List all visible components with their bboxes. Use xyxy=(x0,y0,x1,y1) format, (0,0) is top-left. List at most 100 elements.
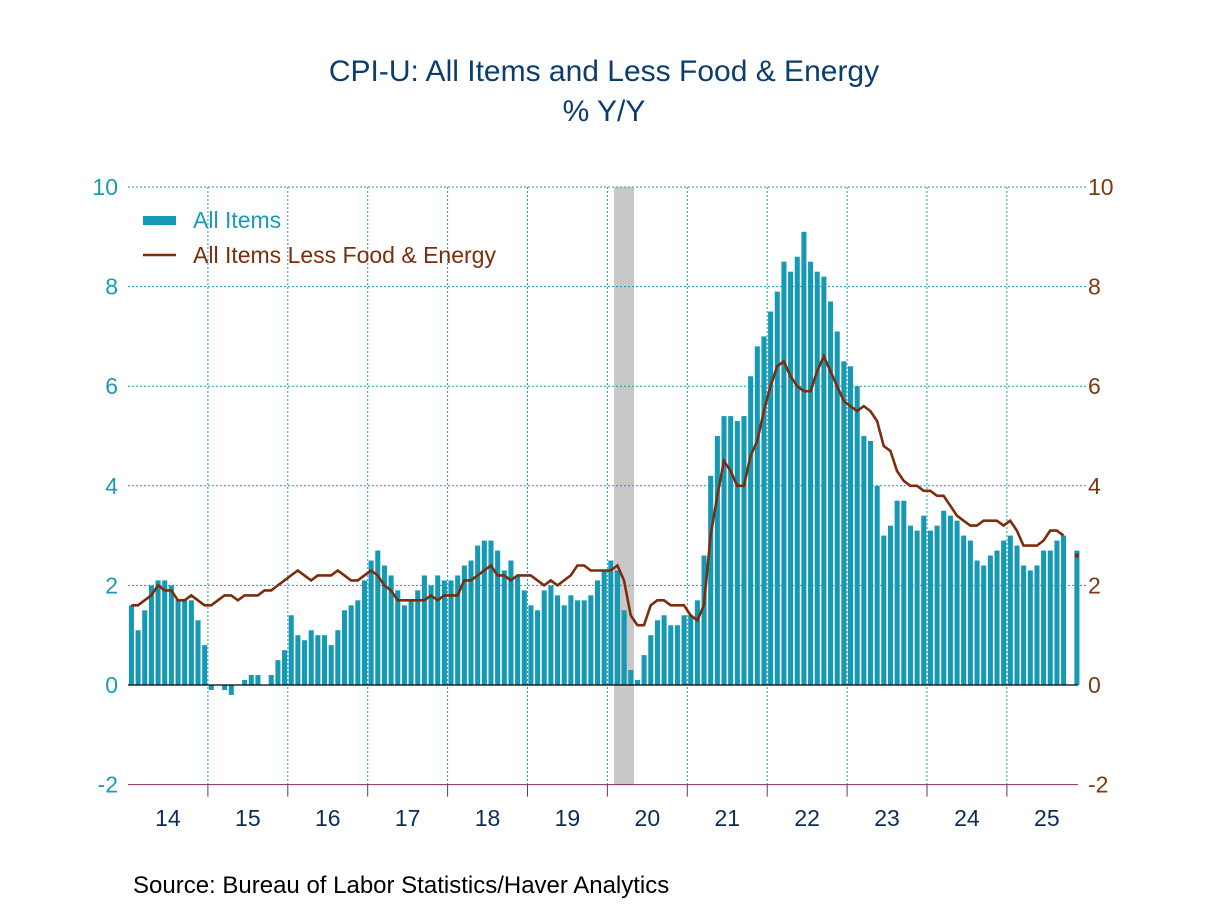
bar xyxy=(388,575,394,685)
bar xyxy=(788,271,794,685)
bar xyxy=(421,575,427,685)
right-tick-label: 8 xyxy=(1088,274,1101,300)
x-tick-label: 19 xyxy=(555,805,581,831)
line-point xyxy=(1074,553,1079,558)
left-tick-label: 6 xyxy=(105,373,118,399)
bar xyxy=(1014,545,1020,685)
bar xyxy=(601,570,607,685)
bar xyxy=(761,336,767,685)
bar xyxy=(741,416,747,685)
x-tick-label: 16 xyxy=(315,805,341,831)
bar xyxy=(182,600,188,685)
bar xyxy=(921,515,927,685)
right-tick-label: 0 xyxy=(1088,672,1101,698)
bar xyxy=(887,525,894,685)
bar xyxy=(348,605,354,685)
bar xyxy=(754,346,760,685)
bar xyxy=(927,530,933,685)
bar xyxy=(168,585,174,685)
bar xyxy=(401,605,407,685)
bar xyxy=(242,680,248,685)
bar xyxy=(195,620,201,685)
bar xyxy=(588,595,594,685)
bar xyxy=(641,655,647,685)
bar xyxy=(854,386,860,685)
bar xyxy=(861,436,867,685)
bar xyxy=(621,610,627,685)
bar xyxy=(481,540,487,685)
x-tick-label: 17 xyxy=(395,805,421,831)
bar xyxy=(308,630,314,685)
bar xyxy=(355,600,361,685)
bar xyxy=(555,595,561,685)
bar xyxy=(668,625,674,685)
bar xyxy=(395,590,401,685)
bar xyxy=(874,485,880,685)
bar xyxy=(135,630,141,685)
right-tick-label: 2 xyxy=(1088,572,1101,598)
bar xyxy=(708,475,714,685)
left-tick-label: 8 xyxy=(105,274,118,300)
chart-title: CPI-U: All Items and Less Food & Energy xyxy=(328,55,880,88)
bar xyxy=(694,600,700,685)
left-tick-label: 0 xyxy=(105,672,118,698)
bar xyxy=(488,540,494,685)
x-tick-label: 18 xyxy=(475,805,501,831)
left-tick-label: 2 xyxy=(105,572,118,598)
bar xyxy=(248,675,254,685)
bar xyxy=(1041,550,1047,685)
bar xyxy=(848,366,854,685)
bar xyxy=(202,645,208,685)
bar xyxy=(894,500,900,685)
bar xyxy=(441,580,447,685)
bar xyxy=(714,436,720,685)
bar xyxy=(688,615,694,685)
bar xyxy=(375,550,381,685)
bar xyxy=(1027,570,1033,685)
bar xyxy=(455,575,461,685)
bar xyxy=(634,680,640,685)
bar xyxy=(867,440,874,685)
bar xyxy=(941,510,947,685)
bar xyxy=(648,635,654,685)
bar xyxy=(681,615,687,685)
bar xyxy=(361,580,367,685)
right-tick-label: 4 xyxy=(1088,473,1101,499)
bar xyxy=(1001,540,1007,685)
bar xyxy=(947,515,953,685)
x-tick-label: 23 xyxy=(874,805,900,831)
bar xyxy=(468,560,474,685)
bar xyxy=(994,550,1000,685)
bar xyxy=(701,555,707,685)
bar xyxy=(501,570,507,685)
bar xyxy=(541,590,547,685)
bar xyxy=(415,590,421,685)
bar xyxy=(1007,535,1013,685)
bar xyxy=(794,256,800,685)
bar xyxy=(987,555,993,685)
right-tick-label: 6 xyxy=(1088,373,1101,399)
bar xyxy=(901,500,907,685)
legend-label-all-items: All Items xyxy=(193,207,281,233)
bar xyxy=(808,261,814,685)
bar xyxy=(961,535,967,685)
x-tick-label: 25 xyxy=(1034,805,1060,831)
legend-label-core: All Items Less Food & Energy xyxy=(193,242,496,268)
bar xyxy=(521,590,527,685)
bar xyxy=(268,675,274,685)
x-tick-label: 20 xyxy=(635,805,661,831)
bar xyxy=(148,585,154,685)
bar xyxy=(581,600,587,685)
bar xyxy=(275,660,281,685)
bar xyxy=(1054,540,1060,685)
bar xyxy=(208,685,214,690)
bar xyxy=(515,575,521,685)
bar xyxy=(461,565,467,685)
left-tick-label: 10 xyxy=(92,174,118,200)
bar xyxy=(628,670,634,685)
bar xyxy=(508,560,514,685)
bar xyxy=(834,331,840,685)
left-tick-label: -2 xyxy=(98,772,118,798)
